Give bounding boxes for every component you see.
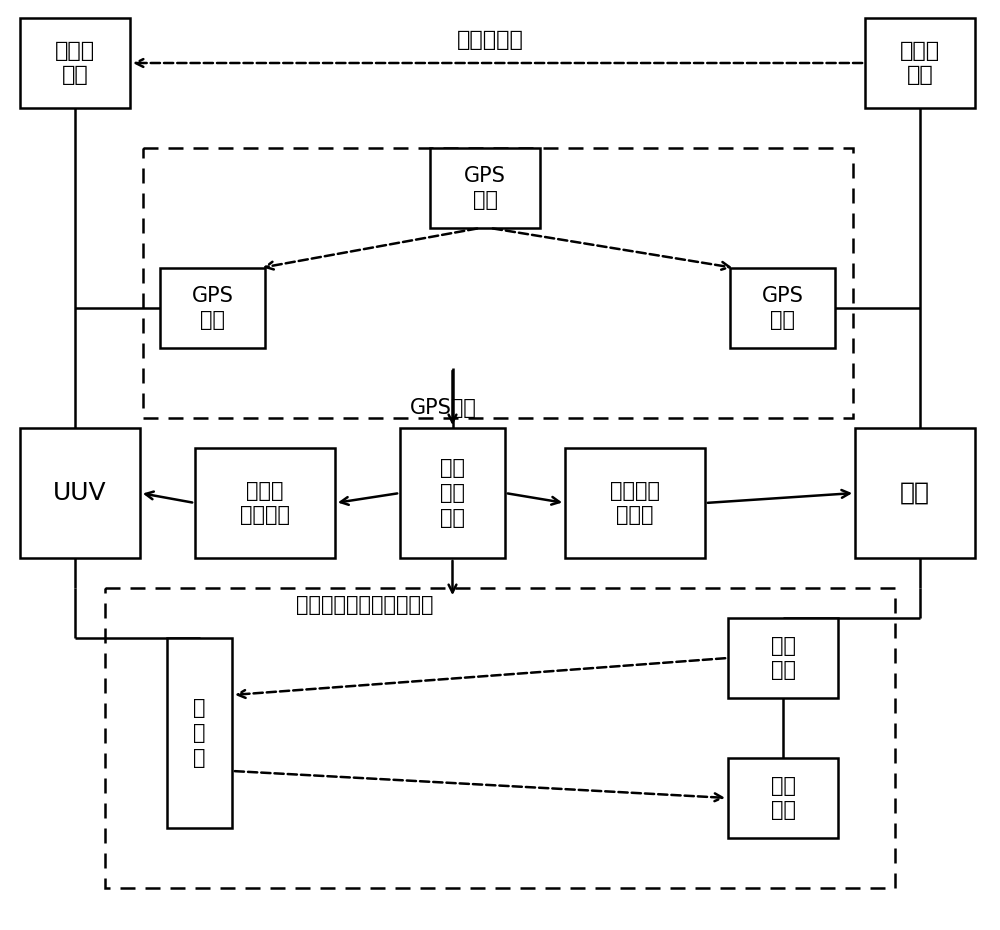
Text: 同步定位声呐及水声通讯: 同步定位声呐及水声通讯 (296, 595, 434, 615)
Bar (105, 588, 895, 888)
Bar (195, 448, 335, 558)
Bar (160, 268, 265, 348)
Bar (20, 428, 140, 558)
Text: 接收
基阵: 接收 基阵 (770, 776, 796, 820)
Text: 无线电
天线: 无线电 天线 (55, 41, 95, 86)
Text: 母船: 母船 (900, 481, 930, 505)
Bar (865, 18, 975, 108)
Bar (20, 18, 130, 108)
Text: GPS定位: GPS定位 (410, 398, 477, 418)
Bar (728, 618, 838, 698)
Bar (728, 758, 838, 838)
Text: 应
答
器: 应 答 器 (193, 698, 206, 768)
Bar (430, 148, 540, 228)
Text: UUV: UUV (53, 481, 107, 505)
Bar (730, 268, 835, 348)
Text: 无线电通讯: 无线电通讯 (457, 30, 523, 50)
Bar (400, 428, 505, 558)
Bar (855, 428, 975, 558)
Text: GPS
天线: GPS 天线 (762, 286, 803, 330)
Text: 多波束
前视声呐: 多波束 前视声呐 (240, 481, 290, 525)
Bar (167, 638, 232, 828)
Text: 多途
导引
装置: 多途 导引 装置 (440, 458, 465, 528)
Text: GPS
天线: GPS 天线 (192, 286, 233, 330)
Text: 发射
基阵: 发射 基阵 (770, 635, 796, 681)
Text: 船用激光
测距仪: 船用激光 测距仪 (610, 481, 660, 525)
Bar (143, 148, 853, 418)
Text: GPS
卫星: GPS 卫星 (464, 166, 506, 210)
Bar (565, 448, 705, 558)
Text: 无线电
天线: 无线电 天线 (900, 41, 940, 86)
